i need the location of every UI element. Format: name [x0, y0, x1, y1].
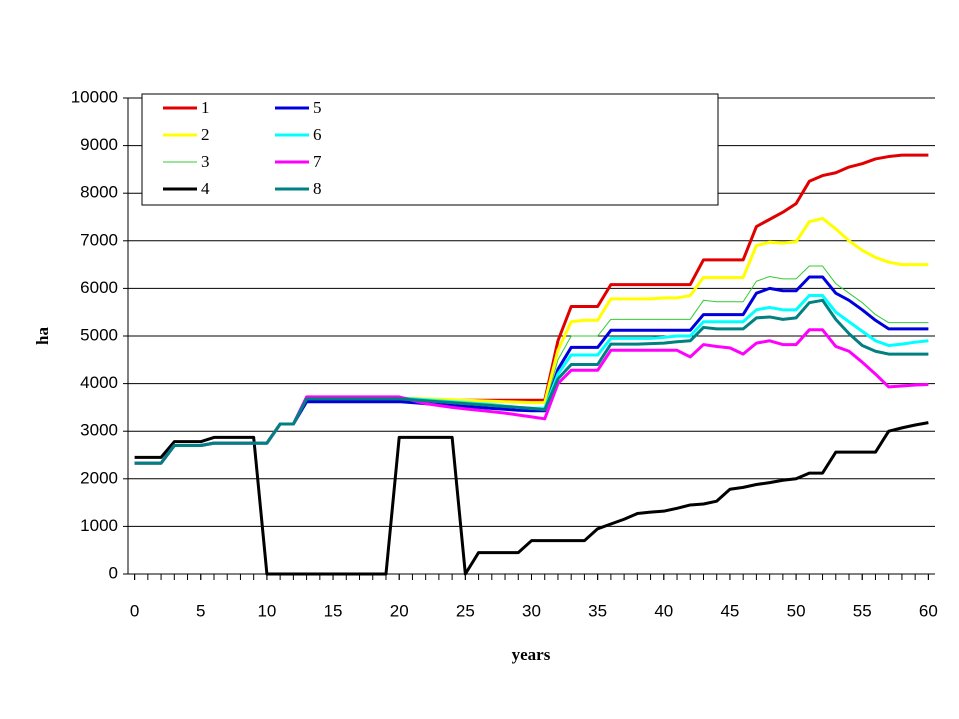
- x-tick-label: 5: [196, 601, 205, 620]
- legend-label: 8: [313, 179, 322, 198]
- series-line: [134, 421, 929, 576]
- y-tick-label: 1000: [80, 516, 118, 535]
- x-tick-label: 35: [588, 601, 607, 620]
- y-tick-label: 0: [109, 563, 118, 582]
- legend-label: 5: [313, 98, 322, 117]
- legend-label: 2: [201, 125, 210, 144]
- x-axis-label: years: [512, 645, 551, 664]
- y-axis-label: ha: [33, 327, 52, 345]
- x-tick-label: 40: [654, 601, 673, 620]
- legend-label: 3: [201, 152, 210, 171]
- legend-label: 6: [313, 125, 322, 144]
- y-tick-label: 3000: [80, 421, 118, 440]
- x-tick-label: 60: [919, 601, 938, 620]
- x-tick-label: 20: [390, 601, 409, 620]
- x-tick-label: 55: [853, 601, 872, 620]
- y-tick-label: 4000: [80, 373, 118, 392]
- x-tick-label: 10: [257, 601, 276, 620]
- legend-label: 7: [313, 152, 322, 171]
- y-tick-label: 2000: [80, 468, 118, 487]
- y-tick-label: 5000: [80, 325, 118, 344]
- y-tick-label: 10000: [71, 87, 118, 106]
- x-tick-label: 0: [130, 601, 139, 620]
- y-tick-label: 9000: [80, 135, 118, 154]
- y-tick-label: 8000: [80, 183, 118, 202]
- x-tick-label: 50: [787, 601, 806, 620]
- legend: 1 2 3 4 5 6 7 8: [141, 93, 719, 206]
- legend-label: 4: [201, 179, 210, 198]
- y-tick-label: 7000: [80, 230, 118, 249]
- legend-label: 1: [201, 98, 210, 117]
- x-tick-label: 15: [324, 601, 343, 620]
- x-tick-label: 30: [522, 601, 541, 620]
- x-tick-label: 25: [456, 601, 475, 620]
- legend-box: [141, 93, 719, 206]
- series-line: [134, 298, 929, 465]
- y-tick-label: 6000: [80, 278, 118, 297]
- series-line: [134, 216, 929, 465]
- x-tick-label: 45: [720, 601, 739, 620]
